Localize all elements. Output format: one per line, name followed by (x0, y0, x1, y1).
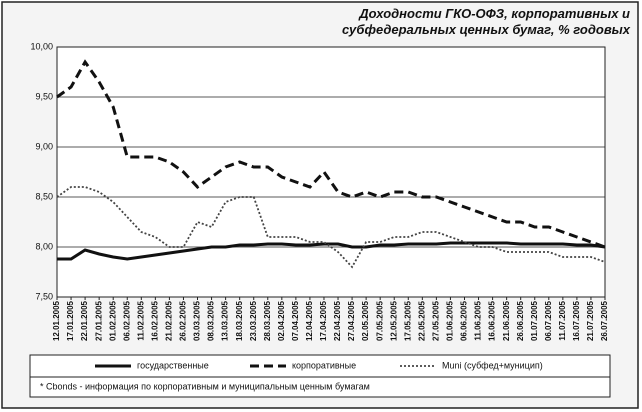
x-tick-label: 02.04.2005 (277, 300, 286, 341)
series-line (57, 241, 606, 261)
series-line (56, 186, 606, 269)
x-tick-label: 16.02.2005 (150, 300, 159, 341)
x-tick-label: 26.06.2005 (516, 300, 525, 341)
plot-area (56, 46, 606, 298)
x-tick-label: 06.06.2005 (460, 300, 469, 341)
x-tick-label: 22.05.2005 (417, 300, 426, 341)
legend-label: Muni (субфед+муницип) (442, 360, 543, 370)
x-tick-label: 22.04.2005 (333, 300, 342, 341)
x-tick-label: 13.03.2005 (221, 300, 230, 341)
x-tick-label: 12.01.2005 (52, 300, 61, 341)
x-tick-label: 26.07.2005 (600, 300, 609, 341)
x-tick-label: 01.02.2005 (108, 300, 117, 341)
x-tick-label: 21.02.2005 (165, 300, 174, 341)
footnote: * Cbonds - информация по корпоративным и… (40, 381, 370, 391)
x-tick-label: 18.03.2005 (235, 300, 244, 341)
x-tick-label: 12.04.2005 (305, 300, 314, 341)
x-tick-label: 23.03.2005 (249, 300, 258, 341)
x-tick-label: 27.01.2005 (94, 300, 103, 341)
x-tick-label: 06.02.2005 (122, 300, 131, 341)
series-line (56, 59, 606, 249)
x-tick-label: 17.04.2005 (319, 300, 328, 341)
x-tick-label: 07.04.2005 (291, 300, 300, 341)
x-tick-label: 03.03.2005 (193, 300, 202, 341)
x-tick-label: 27.04.2005 (347, 300, 356, 341)
x-tick-label: 07.05.2005 (375, 300, 384, 341)
y-tick-label: 8,50 (35, 191, 53, 201)
x-tick-label: 22.01.2005 (80, 300, 89, 341)
x-tick-label: 17.05.2005 (403, 300, 412, 341)
chart-title: Доходности ГКО-ОФЗ, корпоративных и субф… (341, 6, 630, 37)
x-tick-label: 02.05.2005 (361, 300, 370, 341)
footnote-box (29, 376, 611, 398)
legend-label: корпоративные (292, 360, 356, 370)
x-tick-label: 21.06.2005 (502, 300, 511, 341)
x-tick-label: 26.02.2005 (179, 300, 188, 341)
x-tick-label: 11.07.2005 (558, 300, 567, 340)
x-tick-label: 06.07.2005 (544, 300, 553, 341)
y-tick-label: 9,00 (35, 141, 53, 151)
x-tick-label: 27.05.2005 (431, 300, 440, 341)
x-tick-label: 01.06.2005 (446, 300, 455, 341)
x-tick-label: 16.06.2005 (488, 300, 497, 341)
x-tick-label: 01.07.2005 (530, 300, 539, 341)
x-tick-label: 21.07.2005 (586, 300, 595, 341)
y-tick-label: 9,50 (35, 91, 53, 101)
y-tick-label: 7,50 (35, 291, 53, 301)
legend-label: государственные (137, 360, 209, 370)
y-tick-label: 10,00 (30, 41, 53, 51)
x-tick-label: 17.01.2005 (66, 300, 75, 341)
y-tick-label: 8,00 (35, 241, 53, 251)
x-tick-label: 28.03.2005 (263, 300, 272, 341)
x-tick-label: 11.02.2005 (136, 300, 145, 340)
x-tick-label: 08.03.2005 (207, 300, 216, 341)
x-tick-label: 16.07.2005 (572, 300, 581, 341)
x-tick-label: 12.05.2005 (389, 300, 398, 341)
x-tick-label: 11.06.2005 (474, 300, 483, 340)
